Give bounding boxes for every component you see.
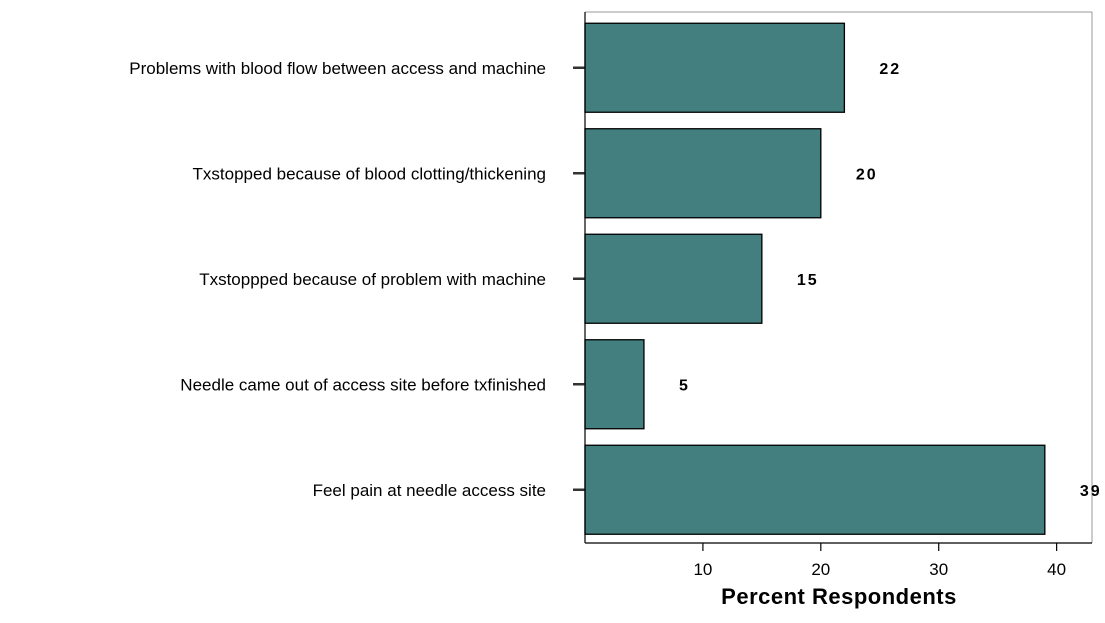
x-tick-label: 10 [693, 560, 712, 579]
bar [584, 22, 846, 113]
bar [584, 444, 1046, 535]
category-label: Feel pain at needle access site [313, 481, 546, 500]
x-axis-title: Percent Respondents [721, 584, 957, 609]
plot-frame [585, 11, 1093, 543]
category-label: Txstopped because of blood clotting/thic… [193, 164, 546, 183]
category-label: Problems with blood flow between access … [129, 59, 546, 78]
data-label: 15 [797, 272, 819, 289]
data-label: 5 [679, 377, 690, 394]
data-label: 22 [879, 61, 901, 78]
x-tick-label: 30 [929, 560, 948, 579]
x-tick-label: 20 [811, 560, 830, 579]
category-label: Txstoppped because of problem with machi… [199, 270, 546, 289]
bar [584, 128, 822, 219]
data-label: 39 [1080, 483, 1102, 500]
data-label: 20 [856, 166, 878, 183]
x-tick-label: 40 [1047, 560, 1066, 579]
category-label: Needle came out of access site before tx… [180, 375, 546, 394]
bar [584, 233, 763, 324]
bar [584, 339, 645, 430]
